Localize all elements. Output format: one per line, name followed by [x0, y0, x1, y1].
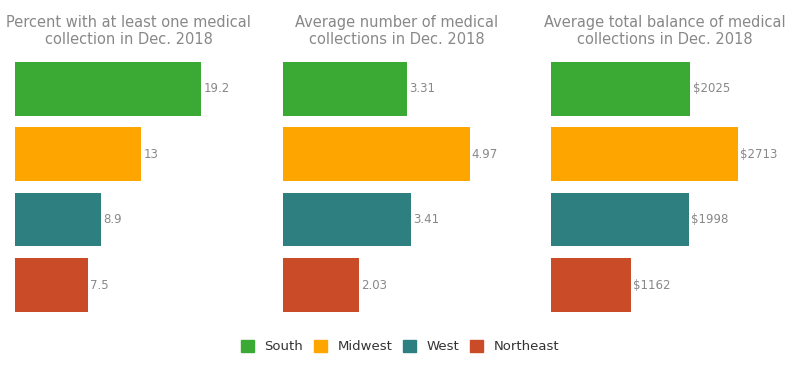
- Text: 3.41: 3.41: [414, 213, 439, 226]
- Bar: [283, 258, 359, 312]
- Text: 7.5: 7.5: [90, 279, 109, 292]
- Bar: [283, 193, 411, 246]
- Title: Percent with at least one medical
collection in Dec. 2018: Percent with at least one medical collec…: [6, 15, 251, 47]
- Bar: [15, 127, 141, 181]
- Text: 3.31: 3.31: [410, 82, 435, 95]
- Title: Average total balance of medical
collections in Dec. 2018: Average total balance of medical collect…: [544, 15, 786, 47]
- Legend: South, Midwest, West, Northeast: South, Midwest, West, Northeast: [235, 335, 565, 359]
- Bar: [551, 193, 689, 246]
- Bar: [283, 127, 470, 181]
- Bar: [15, 258, 88, 312]
- Text: $1998: $1998: [691, 213, 728, 226]
- Text: 4.97: 4.97: [472, 148, 498, 161]
- Bar: [283, 62, 407, 115]
- Text: $2025: $2025: [693, 82, 730, 95]
- Text: 13: 13: [143, 148, 158, 161]
- Text: 2.03: 2.03: [362, 279, 387, 292]
- Text: 19.2: 19.2: [203, 82, 230, 95]
- Bar: [551, 258, 631, 312]
- Text: 8.9: 8.9: [103, 213, 122, 226]
- Bar: [15, 193, 102, 246]
- Bar: [551, 62, 690, 115]
- Bar: [15, 62, 202, 115]
- Title: Average number of medical
collections in Dec. 2018: Average number of medical collections in…: [295, 15, 498, 47]
- Bar: [551, 127, 738, 181]
- Text: $1162: $1162: [634, 279, 671, 292]
- Text: $2713: $2713: [740, 148, 778, 161]
